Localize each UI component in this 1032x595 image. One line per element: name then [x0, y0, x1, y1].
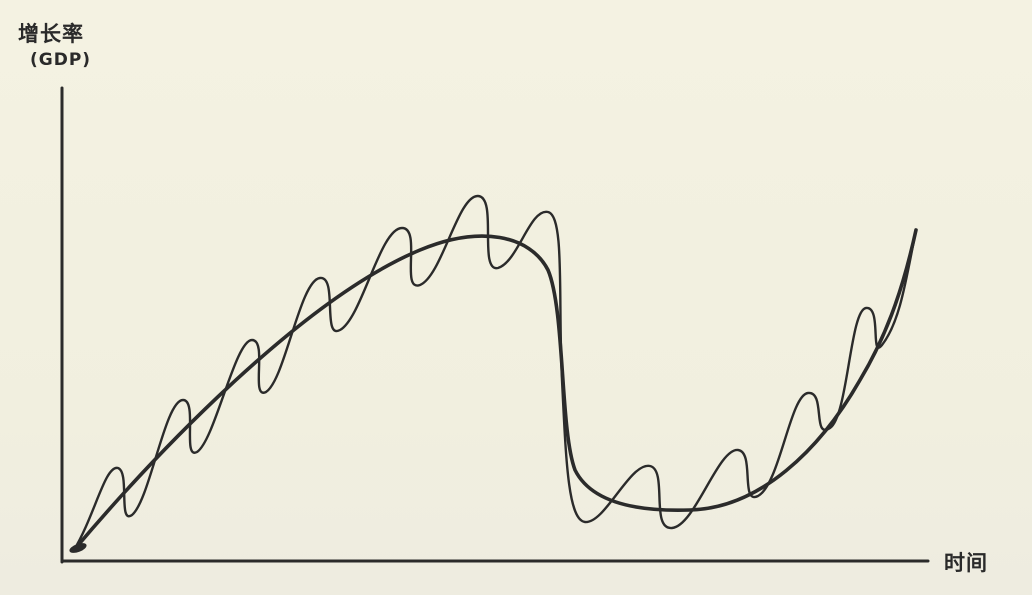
cycle-curve — [72, 194, 918, 552]
x-axis-label: 时间 — [944, 551, 988, 575]
trend-curve — [72, 228, 918, 552]
origin-dot — [69, 543, 87, 553]
y-axis-unit-label: (GDP) — [30, 50, 92, 70]
y-axis-label: 增长率 — [18, 22, 84, 46]
